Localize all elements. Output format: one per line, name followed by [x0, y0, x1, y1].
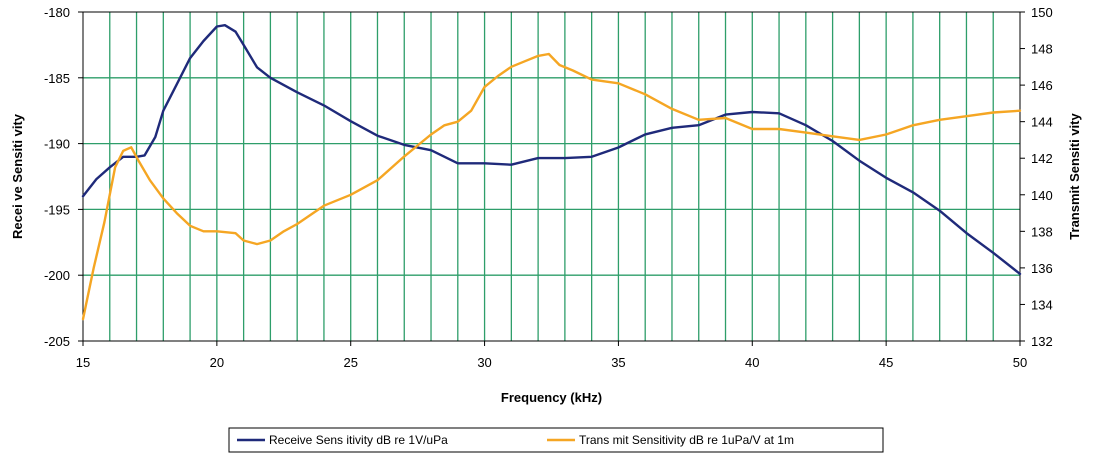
plot-area [83, 12, 1020, 341]
x-tick-label: 20 [210, 355, 224, 370]
x-tick-label: 50 [1013, 355, 1027, 370]
x-tick-label: 25 [343, 355, 357, 370]
x-axis-ticks: 15 20 25 30 35 40 45 50 [76, 341, 1027, 370]
y-tick-label: -180 [44, 5, 70, 20]
x-tick-label: 30 [477, 355, 491, 370]
y-tick-label: -190 [44, 137, 70, 152]
legend: Receive Sens itivity dB re 1V/uPa Trans m… [228, 427, 884, 453]
y2-tick-label: 138 [1031, 224, 1053, 239]
x-axis-title: Frequency (kHz) [501, 390, 602, 405]
y-tick-label: -195 [44, 202, 70, 217]
x-tick-label: 15 [76, 355, 90, 370]
grid-lines [83, 12, 1020, 341]
y2-tick-label: 142 [1031, 151, 1053, 166]
y2-tick-label: 144 [1031, 115, 1053, 130]
y2-tick-label: 148 [1031, 42, 1053, 57]
left-y-axis-ticks: -180 -185 -190 -195 -200 -205 [44, 5, 83, 349]
plot-frame [82, 11, 1021, 342]
legend-entry-transmit-label: Trans mit Sensitivity dB re 1uPa/V at 1m [579, 433, 794, 447]
y2-tick-label: 150 [1031, 5, 1053, 20]
transmit-sensitivity-line [81, 52, 1022, 321]
y2-tick-label: 132 [1031, 334, 1053, 349]
x-tick-label: 45 [879, 355, 893, 370]
y2-tick-label: 146 [1031, 78, 1053, 93]
y2-tick-label: 140 [1031, 188, 1053, 203]
series-lines [81, 24, 1022, 321]
legend-entry-receive-label: Receive Sens itivity dB re 1V/uPa [269, 433, 448, 447]
right-y-axis-title: Transmit Sensiti vity [1067, 113, 1082, 240]
y-tick-label: -205 [44, 334, 70, 349]
x-tick-label: 40 [745, 355, 759, 370]
left-y-axis-title: Recei ve Sensiti vity [10, 113, 25, 239]
y2-tick-label: 136 [1031, 261, 1053, 276]
y-tick-label: -200 [44, 268, 70, 283]
y2-tick-label: 134 [1031, 297, 1053, 312]
right-y-axis-ticks: 150 148 146 144 142 140 138 136 134 132 [1020, 5, 1053, 349]
x-tick-label: 35 [611, 355, 625, 370]
y-tick-label: -185 [44, 71, 70, 86]
